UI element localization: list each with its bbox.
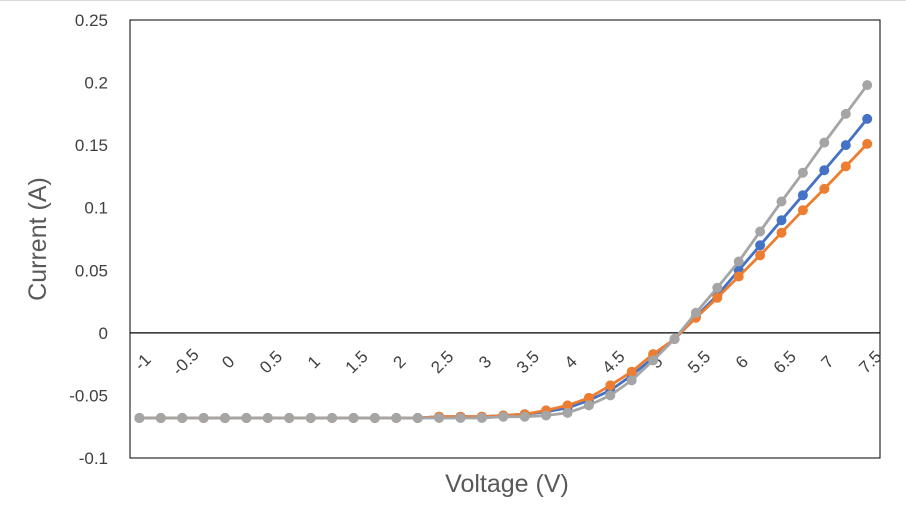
series-3-point <box>733 256 744 267</box>
series-3-point <box>648 355 659 366</box>
series-3-point <box>690 307 701 318</box>
series-3-point <box>220 413 230 423</box>
series-3-point <box>155 413 166 423</box>
series-3-point <box>541 410 552 421</box>
series-2-point <box>755 250 766 261</box>
y-tick-label: 0.05 <box>75 261 108 280</box>
series-1-point <box>755 240 766 251</box>
series-2-point <box>712 292 723 303</box>
series-layer <box>134 80 873 423</box>
series-2-point <box>733 271 744 282</box>
series-1-point <box>819 165 830 176</box>
y-axis-ticks: 0.25 0.2 0.15 0.1 0.05 0 -0.05 -0.1 <box>69 11 108 468</box>
series-3-point <box>755 226 766 237</box>
series-3-point <box>797 167 808 178</box>
series-3-point <box>498 411 509 422</box>
series-3-point <box>198 413 209 423</box>
series-3-point <box>476 413 487 423</box>
y-tick-label: 0.15 <box>75 136 108 155</box>
series-1-point <box>776 215 787 226</box>
series-3-point <box>819 137 830 148</box>
y-tick-label: 0.25 <box>75 11 108 30</box>
series-3-point <box>776 196 787 207</box>
x-axis-title: Voltage (V) <box>445 470 569 498</box>
series-3-point <box>262 413 273 423</box>
series-3-point <box>455 413 466 423</box>
series-3-point <box>305 413 316 423</box>
series-3-point <box>241 413 252 423</box>
series-2-point <box>626 366 637 377</box>
y-tick-label: 0 <box>99 324 108 343</box>
series-2-point <box>562 400 573 411</box>
series-3-point <box>412 413 423 423</box>
series-1-point <box>862 113 873 124</box>
series-2-point <box>605 380 616 391</box>
y-tick-label: 0.1 <box>84 199 108 218</box>
series-3-point <box>327 413 338 423</box>
series-2-point <box>819 183 830 194</box>
series-3-point <box>519 411 530 422</box>
series-3-point <box>712 282 723 293</box>
series-3-point <box>862 80 873 91</box>
series-3-point <box>840 108 851 119</box>
series-1-point <box>797 190 808 201</box>
series-3-point <box>434 413 445 423</box>
series-2-point <box>862 138 873 149</box>
plot-area <box>129 19 881 459</box>
y-tick-label: 0.2 <box>84 74 108 93</box>
series-3-point <box>669 334 680 345</box>
series-3-point <box>391 413 402 423</box>
series-3-point <box>562 407 573 418</box>
series-2-point <box>776 227 787 238</box>
series-3-point <box>348 413 359 423</box>
series-3 <box>134 80 873 423</box>
series-3-point <box>369 413 380 423</box>
y-axis-title: Current (A) <box>24 177 52 301</box>
series-3-point <box>605 390 616 401</box>
y-tick-label: -0.05 <box>69 386 108 405</box>
series-3-point <box>583 400 594 411</box>
series-2-point <box>583 392 594 403</box>
series-2-point <box>840 161 851 172</box>
series-3-point <box>284 413 295 423</box>
series-3-point <box>177 413 188 423</box>
y-tick-label: -0.1 <box>79 449 108 468</box>
series-3-point <box>134 413 145 423</box>
series-2-point <box>797 205 808 216</box>
series-3-point <box>626 375 637 386</box>
series-1-point <box>840 140 851 151</box>
